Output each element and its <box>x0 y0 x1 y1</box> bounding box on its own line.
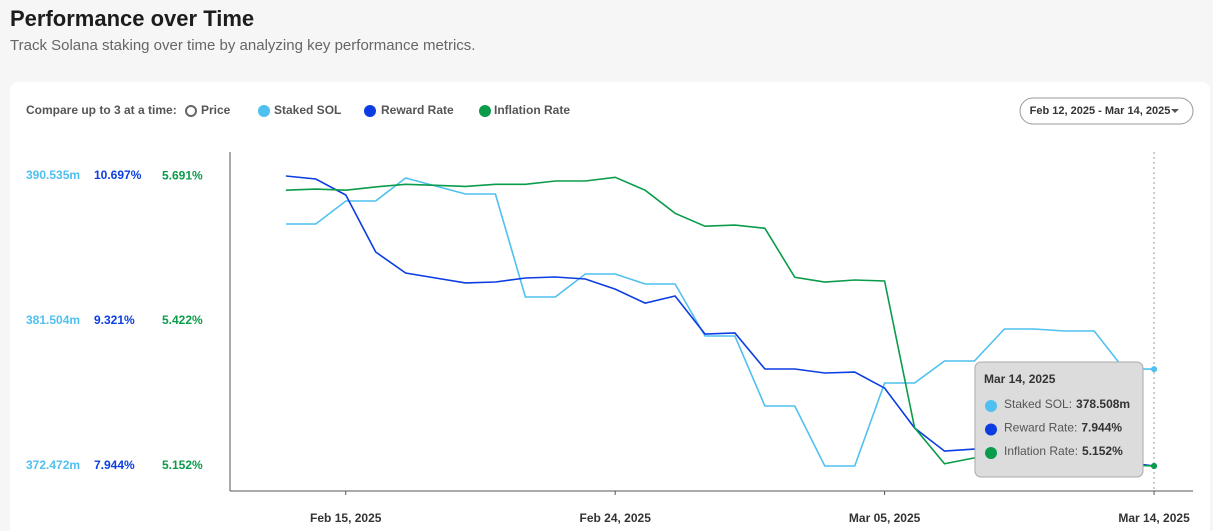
tooltip-label: Staked SOL: <box>1004 397 1072 411</box>
x-tick-label: Feb 15, 2025 <box>310 511 382 525</box>
y-tick-label: 372.472m <box>26 458 80 472</box>
date-range-label[interactable]: Feb 12, 2025 - Mar 14, 2025 <box>1030 105 1171 117</box>
legend-swatch[interactable] <box>364 105 376 117</box>
tooltip-value: 5.152% <box>1082 444 1123 458</box>
legend-label: Inflation Rate <box>494 103 570 117</box>
hover-dot <box>1151 462 1158 469</box>
tooltip-label: Reward Rate: <box>1004 421 1077 435</box>
tooltip-swatch <box>985 423 997 436</box>
tooltip-entry: Reward Rate: 7.944% <box>1004 421 1122 435</box>
tooltip <box>974 361 1144 478</box>
legend-label: Staked SOL <box>274 103 341 117</box>
y-tick-label: 390.535m <box>26 168 80 182</box>
y-tick-label: 5.691% <box>162 168 203 182</box>
option-toggle[interactable] <box>185 105 197 117</box>
y-tick-label: 5.422% <box>162 313 203 327</box>
legend-label: Reward Rate <box>381 103 454 117</box>
option-label[interactable]: Price <box>201 103 231 117</box>
tooltip-date: Mar 14, 2025 <box>984 372 1056 386</box>
tooltip-swatch <box>985 447 997 459</box>
card <box>10 82 1210 531</box>
tooltip-entry: Inflation Rate: 5.152% <box>1004 444 1123 458</box>
y-tick-label: 10.697% <box>94 168 142 182</box>
date-range-button[interactable] <box>1019 97 1194 125</box>
y-tick-label: 381.504m <box>26 313 80 327</box>
tooltip-swatch <box>985 400 997 412</box>
page-title: Performance over Time <box>10 6 254 31</box>
hover-dot <box>1151 366 1158 373</box>
tooltip-entry: Staked SOL: 378.508m <box>1004 397 1130 411</box>
tooltip-label: Inflation Rate: <box>1004 444 1078 458</box>
chevron <box>1171 109 1179 113</box>
x-tick-label: Mar 05, 2025 <box>849 511 921 525</box>
y-tick-label: 7.944% <box>94 458 135 472</box>
x-tick-label: Mar 14, 2025 <box>1118 511 1190 525</box>
compare-label: Compare up to 3 at a time: <box>26 103 177 117</box>
y-tick-label: 5.152% <box>162 458 203 472</box>
tooltip-value: 378.508m <box>1076 397 1130 411</box>
tooltip-value: 7.944% <box>1081 421 1122 435</box>
y-tick-label: 9.321% <box>94 313 135 327</box>
legend-swatch[interactable] <box>479 105 491 117</box>
page-subtitle: Track Solana staking over time by analyz… <box>10 37 475 54</box>
x-tick-label: Feb 24, 2025 <box>579 511 651 525</box>
legend-swatch[interactable] <box>258 105 270 117</box>
